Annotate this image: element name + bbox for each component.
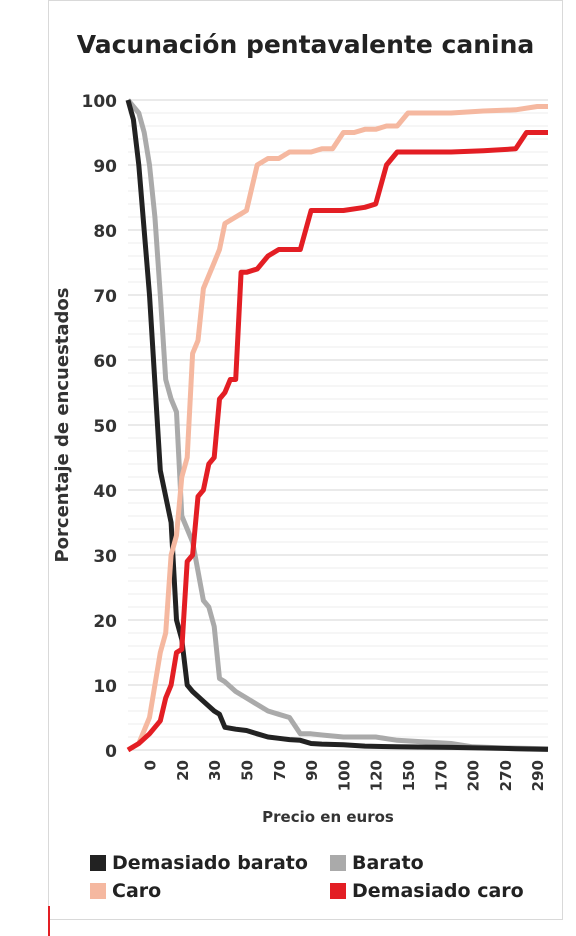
x-tick-label: 200 <box>465 760 483 791</box>
y-tick-label: 100 <box>82 92 118 112</box>
x-tick-label: 100 <box>335 760 353 791</box>
legend-swatch <box>330 855 346 871</box>
x-axis-title: Precio en euros <box>262 808 394 826</box>
legend-label: Demasiado caro <box>352 880 524 902</box>
accent-mark <box>48 906 50 936</box>
y-tick-label: 70 <box>93 287 117 307</box>
x-tick-label: 270 <box>497 760 515 791</box>
x-tick-label: 150 <box>400 760 418 791</box>
y-tick-label: 60 <box>93 352 117 372</box>
y-tick-label: 30 <box>93 547 117 567</box>
legend-label: Caro <box>112 880 162 902</box>
series-line-demasiado-caro <box>126 130 548 753</box>
x-tick-label: 290 <box>529 760 547 791</box>
y-tick-label: 40 <box>93 482 117 502</box>
legend-swatch <box>90 883 106 899</box>
y-axis-title: Porcentaje de encuestados <box>52 287 73 562</box>
x-tick-label: 70 <box>271 760 289 781</box>
y-tick-label: 10 <box>93 677 117 697</box>
y-tick-label: 0 <box>105 742 117 762</box>
y-tick-label: 50 <box>93 417 117 437</box>
series-line-demasiado-barato <box>125 99 549 752</box>
y-tick-label: 20 <box>93 612 117 632</box>
y-tick-label: 90 <box>93 157 117 177</box>
legend-swatch <box>330 883 346 899</box>
series-line-barato <box>126 98 549 752</box>
legend-item-demasiado-barato: Demasiado barato <box>90 852 308 874</box>
legend-item-barato: Barato <box>330 852 424 874</box>
series-line-caro <box>126 104 548 753</box>
y-tick-label: 80 <box>93 222 117 242</box>
x-tick-label: 120 <box>368 760 386 791</box>
x-tick-label: 30 <box>206 760 224 781</box>
x-tick-label: 20 <box>174 760 192 781</box>
x-tick-label: 50 <box>238 760 256 781</box>
chart-title: Vacunación pentavalente canina <box>76 30 535 59</box>
legend-item-demasiado-caro: Demasiado caro <box>330 880 524 902</box>
chart-frame <box>48 0 563 920</box>
x-tick-label: 170 <box>432 760 450 791</box>
x-tick-label: 0 <box>142 760 160 770</box>
legend-label: Demasiado barato <box>112 852 308 874</box>
legend-swatch <box>90 855 106 871</box>
legend-item-caro: Caro <box>90 880 161 902</box>
x-tick-label: 90 <box>303 760 321 781</box>
legend-label: Barato <box>352 852 424 874</box>
